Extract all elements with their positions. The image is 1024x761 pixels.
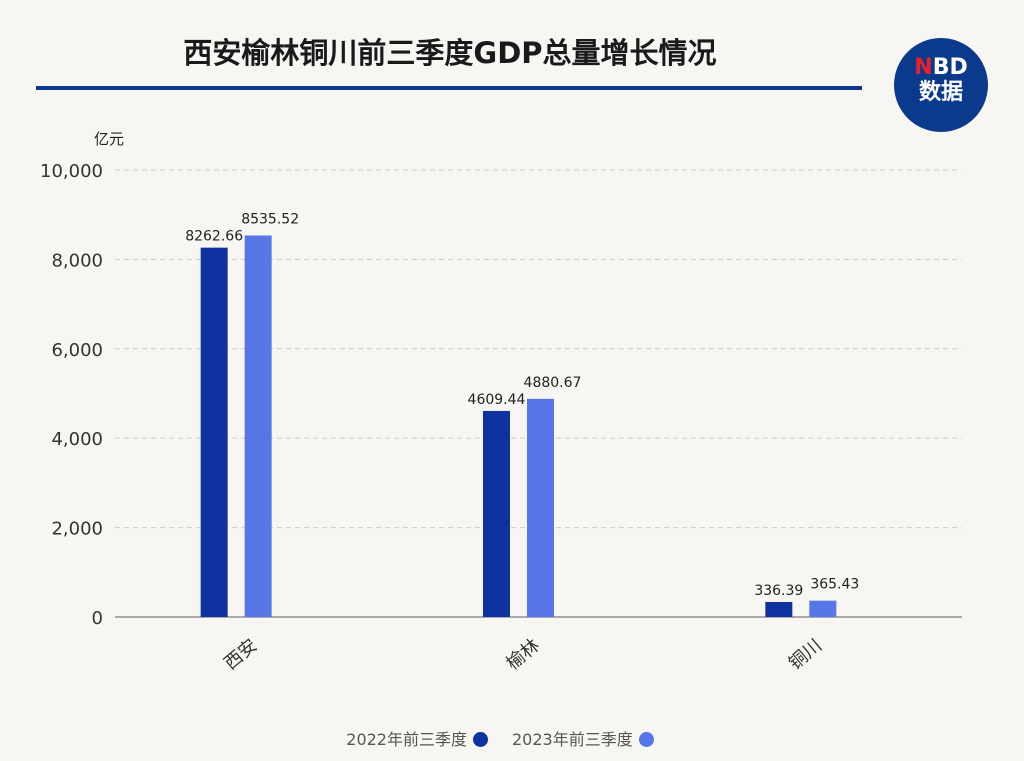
legend-dot-icon bbox=[473, 732, 488, 747]
data-label: 8535.52 bbox=[241, 211, 299, 227]
legend-label[interactable]: 2023年前三季度 bbox=[512, 730, 633, 749]
bar-1 bbox=[244, 235, 272, 617]
logo-n: N bbox=[914, 55, 933, 80]
data-label: 4609.44 bbox=[468, 392, 526, 408]
legend-dot-icon bbox=[638, 732, 654, 747]
y-tick-label: 4,000 bbox=[51, 429, 103, 450]
data-label: 4880.67 bbox=[524, 375, 582, 391]
data-label: 365.43 bbox=[810, 577, 859, 593]
bar-0 bbox=[483, 410, 510, 617]
y-tick-label: 0 bbox=[92, 608, 103, 629]
y-tick-label: 2,000 bbox=[51, 519, 103, 540]
x-tick-label: 榆林 bbox=[503, 635, 544, 674]
y-axis-unit: 亿元 bbox=[94, 130, 125, 148]
x-tick-label: 铜川 bbox=[785, 635, 826, 674]
chart-title: 西安榆林铜川前三季度GDP总量增长情况 bbox=[183, 36, 717, 70]
legend: 2022年前三季度 2023年前三季度 bbox=[0, 726, 1024, 750]
nbd-logo: NBD 数据 bbox=[894, 38, 988, 132]
bar-0 bbox=[765, 601, 793, 617]
legend-label[interactable]: 2022年前三季度 bbox=[346, 730, 467, 749]
logo-bd: BD bbox=[932, 55, 968, 80]
x-tick-label: 西安 bbox=[220, 635, 261, 674]
data-label: 336.39 bbox=[754, 583, 803, 599]
logo-text: 数据 bbox=[918, 80, 963, 105]
title-underline bbox=[36, 86, 862, 90]
y-tick-label: 8,000 bbox=[51, 250, 103, 271]
data-label: 8262.66 bbox=[185, 229, 243, 245]
y-tick-label: 10,000 bbox=[40, 161, 103, 182]
y-tick-label: 6,000 bbox=[51, 340, 103, 361]
bar-1 bbox=[809, 600, 837, 617]
bar-0 bbox=[200, 247, 228, 617]
bar-1 bbox=[527, 398, 554, 617]
